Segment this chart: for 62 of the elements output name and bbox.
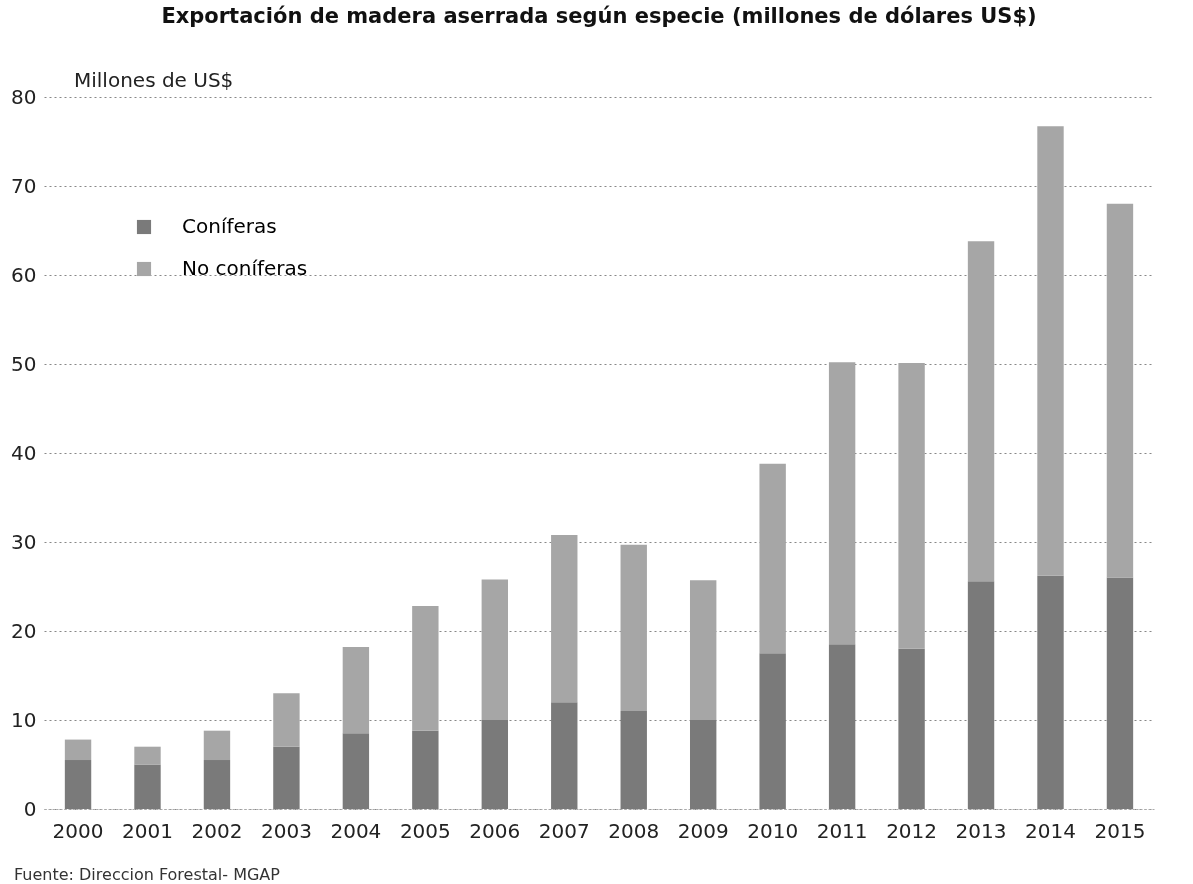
bar: [828, 644, 856, 809]
y-axis-title: Millones de US$: [74, 68, 234, 92]
bar: [620, 544, 647, 712]
bar: [481, 579, 509, 720]
bar: [64, 760, 92, 809]
x-tick-label: 2009: [677, 818, 729, 843]
chart-title: Exportación de madera aserrada según especie (millones de dólares US$): [161, 4, 1037, 28]
bar: [967, 581, 995, 809]
x-tick-label: 2015: [1094, 818, 1146, 843]
y-tick-label: 60: [11, 262, 37, 287]
bar: [203, 760, 231, 809]
x-tick-label: 2008: [608, 818, 660, 843]
bar: [898, 648, 925, 809]
x-tick-label: 2001: [122, 818, 173, 843]
y-tick-label: 40: [11, 440, 37, 465]
bar: [342, 647, 370, 734]
x-tick-label: 2014: [1025, 818, 1076, 843]
x-tick-label: 2005: [399, 818, 451, 843]
legend-label: Coníferas: [182, 214, 277, 238]
y-tick-label: 0: [23, 796, 37, 821]
bar: [1106, 203, 1134, 578]
x-tick-label: 2006: [469, 818, 521, 843]
bar: [620, 711, 647, 809]
x-tick-label: 2007: [538, 818, 590, 843]
bar: [759, 463, 786, 654]
bar: [134, 746, 161, 765]
bar: [1037, 575, 1064, 809]
bar: [273, 746, 300, 809]
bar: [1106, 577, 1134, 809]
bar: [412, 730, 439, 809]
bar: [967, 241, 995, 582]
x-tick-label: 2013: [955, 818, 1007, 843]
bar: [551, 534, 578, 703]
bar: [689, 580, 717, 720]
bar: [551, 702, 578, 809]
bar: [203, 730, 231, 761]
y-tick-label: 20: [11, 618, 37, 643]
x-tick-label: 2003: [260, 818, 312, 843]
bar: [759, 653, 786, 809]
y-tick-label: 80: [11, 84, 37, 109]
bar: [689, 720, 717, 809]
bar: [412, 606, 439, 731]
bar: [342, 733, 370, 809]
y-tick-label: 50: [11, 351, 37, 376]
bar: [898, 363, 925, 649]
bar: [481, 720, 509, 809]
x-tick-label: 2000: [52, 818, 104, 843]
bar: [828, 362, 856, 645]
bar: [1037, 126, 1064, 576]
y-tick-label: 30: [11, 529, 37, 554]
source-note: Fuente: Direccion Forestal- MGAP: [14, 865, 281, 884]
bar: [134, 764, 161, 809]
y-tick-label: 10: [11, 707, 37, 732]
bar: [273, 693, 300, 747]
legend-label: No coníferas: [182, 256, 308, 280]
bar: [64, 739, 92, 761]
x-tick-label: 2011: [816, 818, 868, 843]
x-tick-label: 2002: [191, 818, 243, 843]
y-tick-label: 70: [11, 173, 37, 198]
x-tick-label: 2010: [747, 818, 799, 843]
x-tick-label: 2004: [330, 818, 382, 843]
x-tick-label: 2012: [886, 818, 938, 843]
